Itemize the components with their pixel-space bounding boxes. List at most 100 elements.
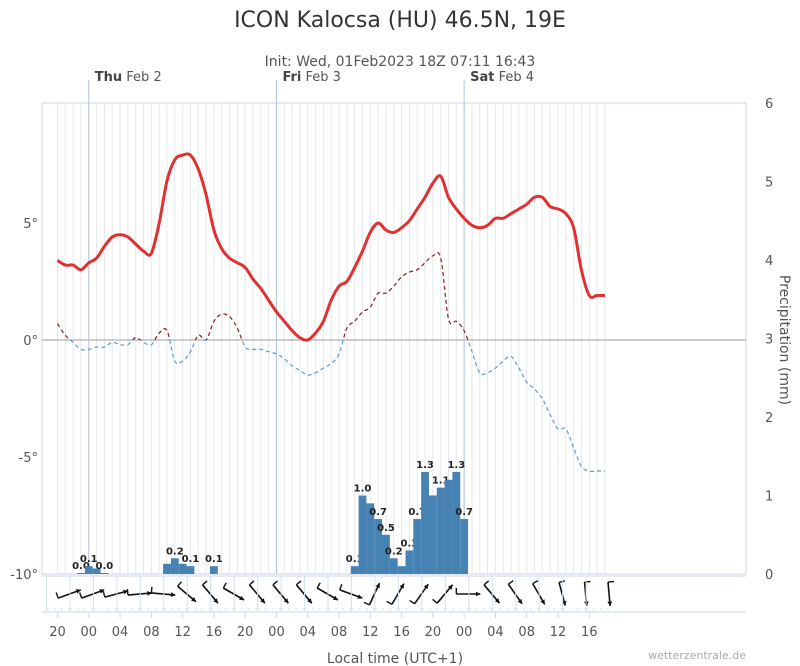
wind-arrow-head: [75, 589, 81, 594]
precip-bar-label: 1.3: [416, 460, 434, 471]
precip-bar: [77, 573, 85, 574]
precip-bar: [397, 566, 406, 574]
precip-bar-label: 0.5: [377, 523, 395, 534]
x-axis: 20 00 04 08 12 16 20 00 04 08 12 16 20 00 04 08 12 16: [49, 612, 598, 640]
precip-bar: [452, 471, 461, 574]
precip-bar: [382, 534, 390, 574]
wind-arrow-head: [332, 595, 338, 600]
wind-barb-flag: [483, 580, 490, 586]
x-tick-label: 12: [174, 625, 191, 640]
day-label: Fri Feb 3: [282, 70, 340, 85]
y-right-tick-label: 0: [765, 568, 773, 583]
precip-bar-label: 1.0: [354, 484, 372, 495]
wind-barb-flag: [386, 600, 393, 605]
x-tick-label: 08: [518, 625, 535, 640]
wind-arrow-head: [447, 584, 453, 590]
wind-arrow-head: [170, 592, 176, 598]
y-right-tick-label: 6: [765, 97, 773, 112]
precipitation-bars: 0.00.10.00.20.1 0.1 0.11.00.70.50.20.30.71…: [72, 460, 473, 574]
precip-bar: [92, 568, 101, 574]
wind-arrow-head: [283, 598, 289, 604]
x-tick-label: 04: [487, 625, 504, 640]
wind-barb-flag: [202, 580, 208, 586]
temperature-line: [56, 152, 605, 342]
wind-barb-flag: [55, 592, 59, 599]
y2-axis-title: Precipitation (mm): [776, 275, 792, 405]
x-tick-label: 20: [49, 625, 66, 640]
credit-text: wetterzentrale.de: [648, 649, 746, 662]
wind-arrow-head: [357, 594, 363, 599]
x-tick-label: 04: [299, 625, 316, 640]
y-right-tick-label: 3: [765, 333, 773, 348]
y-left-tick-label: 5°: [23, 217, 38, 232]
precip-bar-label: 0.7: [455, 507, 473, 518]
precip-bar-label: 1.3: [447, 460, 465, 471]
wind-arrow: [607, 580, 615, 607]
x-tick-label: 20: [425, 625, 442, 640]
day-markers: Thu Feb 2 Fri Feb 3 Sat Feb 4: [88, 70, 534, 574]
y-right-tick-label: 5: [765, 176, 773, 191]
precip-bar: [460, 519, 469, 574]
precip-bar: [428, 495, 437, 574]
wind-arrow-head: [540, 599, 545, 605]
series-lines: [56, 152, 605, 472]
wind-arrow: [126, 589, 152, 596]
y-axis-left: 5° 0° -5° -10°: [10, 217, 38, 583]
precip-bar-label: 0.1: [182, 554, 200, 565]
precip-bar-label: 1.1: [432, 476, 450, 487]
wind-barb-flag: [177, 581, 183, 587]
wind-arrow-head: [494, 598, 500, 604]
precip-bar: [350, 566, 359, 574]
precip-bar: [186, 566, 195, 574]
wind-barb-flag: [150, 586, 153, 594]
precip-bar-label: 0.7: [369, 507, 387, 518]
precip-bar-label: 0.1: [80, 554, 98, 565]
precip-bar-label: 0.2: [385, 546, 403, 557]
x-axis-title: Local time (UTC+1): [327, 651, 463, 666]
day-label: Sat Feb 4: [470, 70, 534, 85]
precip-bar: [178, 563, 187, 574]
wind-barb-flag: [558, 580, 566, 584]
wind-arrow-head: [123, 589, 129, 595]
grid: [41, 102, 747, 575]
chart-subtitle: Init: Wed, 01Feb2023 18Z 07:11 16:43: [265, 54, 536, 70]
precip-bar-label: 0.1: [205, 554, 223, 565]
wind-arrow-head: [191, 597, 196, 602]
precip-bar: [84, 566, 93, 574]
chart-title: ICON Kalocsa (HU) 46.5N, 19E: [234, 8, 566, 33]
wind-barb-flag: [607, 580, 615, 583]
precip-bar: [413, 519, 422, 574]
wind-arrow-head: [399, 583, 404, 589]
x-tick-label: 12: [362, 625, 379, 640]
dewpoint-line-below-zero: [69, 340, 605, 472]
x-tick-label: 16: [581, 625, 598, 640]
wind-barb-flag: [316, 582, 321, 589]
wind-arrow-head: [423, 584, 429, 590]
wind-arrow-head: [375, 583, 380, 589]
wind-arrow-head: [475, 591, 481, 597]
x-tick-label: 16: [393, 625, 410, 640]
wind-barb-flag: [126, 589, 129, 596]
precip-bar: [366, 503, 375, 574]
wind-barb-flag: [222, 582, 227, 589]
y-right-tick-label: 2: [765, 411, 773, 426]
wind-arrow: [102, 589, 129, 598]
x-tick-label: 00: [268, 625, 285, 640]
y-left-tick-label: -10°: [10, 568, 38, 583]
precip-bar: [374, 519, 383, 574]
precip-bar-label: 0.0: [72, 561, 90, 572]
wind-arrow-head: [260, 598, 265, 604]
wind-barb-flag: [249, 580, 255, 586]
wind-arrow-head: [147, 590, 152, 596]
wind-arrow: [386, 583, 405, 605]
wind-arrow: [78, 589, 105, 599]
wind-barb-flag: [363, 601, 370, 606]
x-tick-label: 16: [206, 625, 223, 640]
x-tick-label: 20: [237, 625, 254, 640]
wind-arrow-head: [99, 589, 105, 594]
y-left-tick-label: -5°: [19, 451, 38, 466]
precip-bar-label: 0.2: [166, 546, 184, 557]
precip-bar: [389, 558, 398, 574]
wind-barb-flag: [102, 591, 106, 598]
